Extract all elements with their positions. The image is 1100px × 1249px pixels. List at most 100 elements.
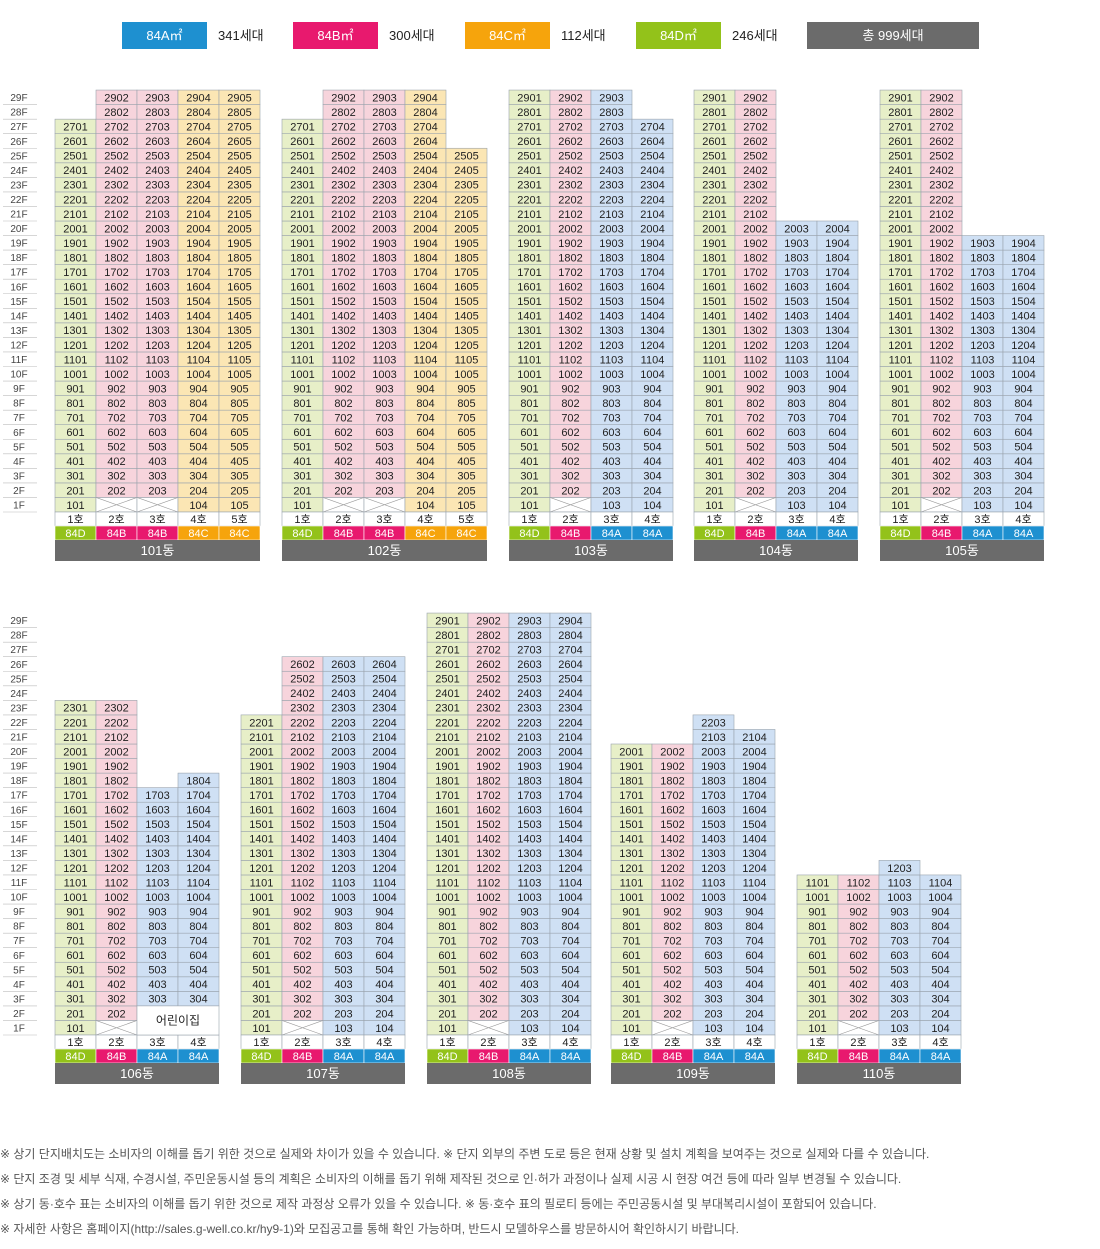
unit-number: 2504 (413, 151, 437, 163)
unit-number: 1602 (290, 805, 314, 817)
unit-number: 605 (457, 427, 475, 439)
unit-number: 2005 (454, 223, 478, 235)
ho-label: 2호 (108, 1036, 124, 1049)
unit-number: 203 (973, 485, 991, 497)
unit-number: 804 (189, 398, 207, 410)
unit-number: 1603 (517, 805, 541, 817)
unit-number: 1404 (1011, 311, 1035, 323)
unit-number: 503 (334, 965, 352, 977)
pilotis-line (363, 497, 406, 513)
unit-number: 701 (520, 413, 538, 425)
unit-number: 2301 (63, 180, 87, 192)
unit-number: 2203 (517, 717, 541, 729)
ho-label: 1호 (67, 1036, 83, 1049)
unit-number: 2905 (227, 92, 251, 104)
unit-number: 1503 (145, 819, 169, 831)
floor-label: 15F (10, 297, 27, 308)
unit-number: 1701 (63, 267, 87, 279)
ho-label: 1호 (809, 1036, 825, 1049)
ho-label: 4호 (644, 513, 660, 526)
unit-number: 1102 (930, 354, 954, 366)
unit-number: 1102 (105, 877, 129, 889)
unit-number: 1403 (970, 311, 994, 323)
unit-number: 1001 (805, 892, 829, 904)
unit-number: 1703 (372, 267, 396, 279)
unit-number: 503 (973, 442, 991, 454)
unit-number: 2804 (558, 630, 582, 642)
unit-number: 1205 (227, 340, 251, 352)
unit-number: 2001 (888, 223, 912, 235)
unit-number: 2004 (413, 223, 437, 235)
unit-number: 203 (787, 485, 805, 497)
unit-number: 1904 (186, 238, 210, 250)
type-tag-label: 84A (643, 528, 663, 540)
unit-number: 701 (293, 413, 311, 425)
unit-number: 2502 (104, 151, 128, 163)
unit-number: 2601 (702, 136, 726, 148)
unit-number: 1504 (413, 296, 437, 308)
unit-number: 402 (849, 979, 867, 991)
type-tag-label: 84A (704, 1051, 724, 1063)
unit-number: 1603 (372, 282, 396, 294)
unit-number: 1201 (63, 340, 87, 352)
unit-number: 1401 (517, 311, 541, 323)
unit-number: 1904 (742, 761, 766, 773)
floor-label: 20F (10, 224, 27, 235)
unit-number: 2405 (454, 165, 478, 177)
unit-number: 1203 (372, 340, 396, 352)
unit-number: 1402 (476, 834, 500, 846)
unit-number: 502 (561, 442, 579, 454)
unit-number: 2203 (145, 194, 169, 206)
unit-number: 1002 (558, 369, 582, 381)
unit-number: 2201 (63, 194, 87, 206)
unit-number: 704 (189, 936, 207, 948)
unit-number: 1304 (1011, 325, 1035, 337)
unit-number: 303 (375, 471, 393, 483)
unit-number: 1902 (476, 761, 500, 773)
floor-label: 23F (10, 703, 27, 714)
unit-number: 2202 (929, 194, 953, 206)
unit-number: 101 (293, 500, 311, 512)
unit-number: 1004 (742, 892, 766, 904)
unit-number: 1903 (372, 238, 396, 250)
unit-number: 2202 (558, 194, 582, 206)
unit-number: 304 (745, 994, 763, 1006)
unit-number: 305 (457, 471, 475, 483)
unit-number: 1103 (518, 877, 542, 889)
unit-number: 1101 (250, 877, 274, 889)
unit-number: 1902 (104, 238, 128, 250)
unit-number: 702 (479, 936, 497, 948)
unit-number: 901 (520, 383, 538, 395)
unit-number: 1204 (640, 340, 664, 352)
pilotis-line (136, 497, 179, 513)
type-tag-label: 84A (787, 528, 807, 540)
unit-number: 1502 (558, 296, 582, 308)
unit-number: 1401 (435, 834, 459, 846)
unit-number: 903 (334, 906, 352, 918)
unit-number: 1601 (63, 282, 87, 294)
unit-number: 404 (828, 456, 846, 468)
unit-number: 902 (479, 906, 497, 918)
unit-number: 2001 (249, 746, 273, 758)
unit-number: 1301 (249, 848, 273, 860)
unit-number: 1204 (558, 863, 582, 875)
unit-number: 302 (107, 994, 125, 1006)
unit-number: 2904 (186, 92, 210, 104)
unit-number: 801 (66, 398, 84, 410)
unit-number: 1305 (454, 325, 478, 337)
floor-label: 6F (13, 428, 25, 439)
unit-number: 1102 (661, 877, 685, 889)
unit-number: 2002 (558, 223, 582, 235)
unit-number: 1604 (742, 805, 766, 817)
unit-number: 2902 (476, 615, 500, 627)
unit-number: 202 (932, 485, 950, 497)
unit-number: 402 (663, 979, 681, 991)
pilotis-line (734, 497, 777, 513)
unit-number: 1401 (63, 834, 87, 846)
unit-number: 2601 (517, 136, 541, 148)
unit-number: 404 (375, 979, 393, 991)
note-3: ※ 상기 동·호수 표는 소비자의 이해를 돕기 위한 것으로 제작 과정상 오… (0, 1197, 877, 1211)
legend-total: 총 999세대 (807, 22, 979, 49)
unit-number: 601 (66, 950, 84, 962)
unit-number: 1004 (372, 892, 396, 904)
